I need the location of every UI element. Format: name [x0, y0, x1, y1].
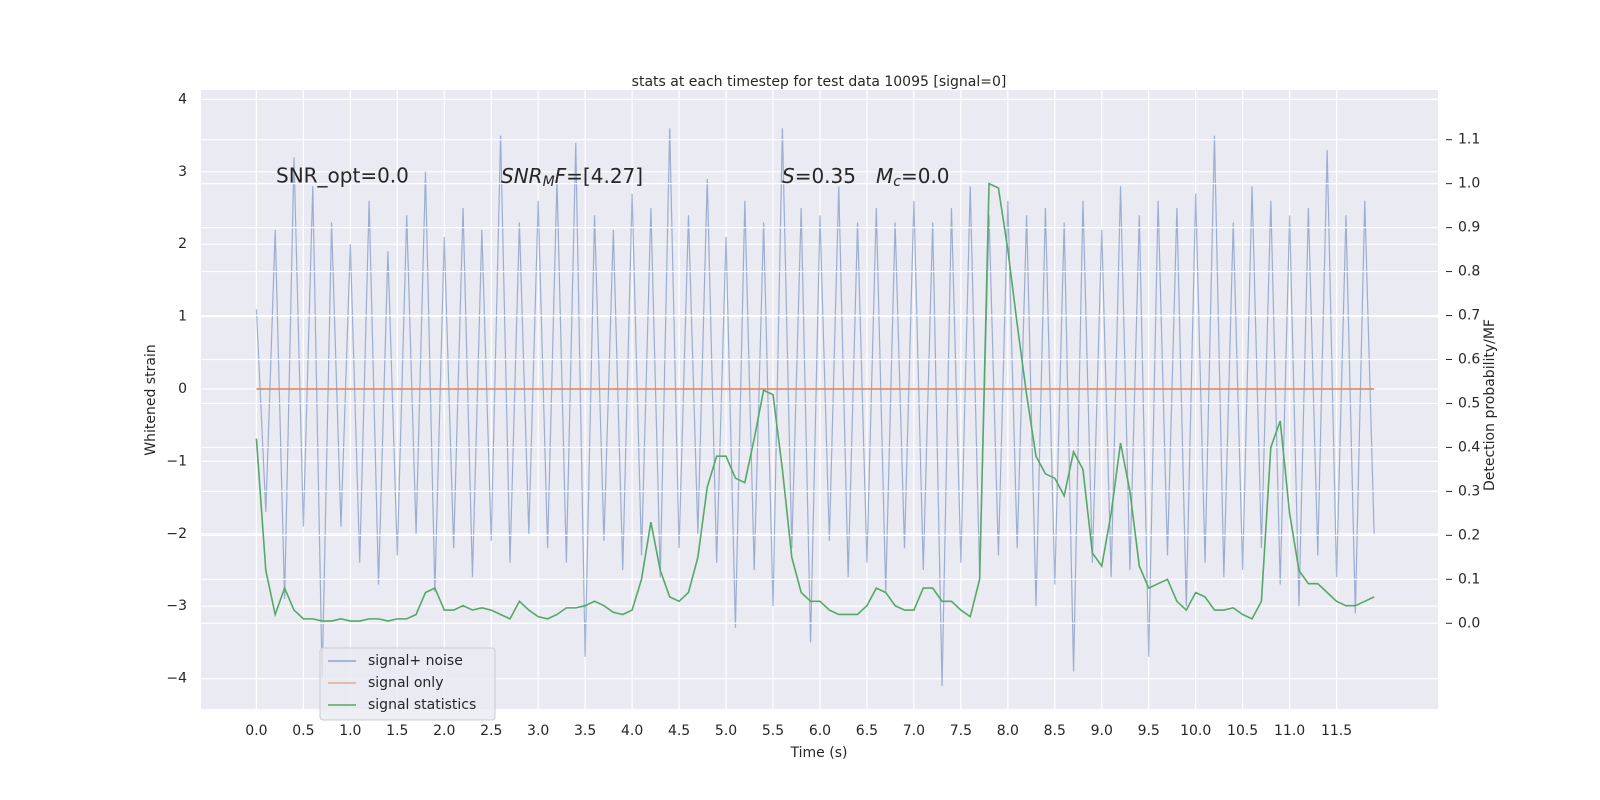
annotation: S=0.35	[782, 164, 856, 188]
y-tick-label: −1	[166, 453, 187, 469]
legend: signal+ noise signal only signal statistic…	[319, 647, 496, 721]
annotation-part: F	[555, 164, 567, 188]
y2-tick-label: 0.8	[1458, 264, 1480, 280]
annotation-part: S	[782, 164, 795, 188]
x-tick-label: 4.5	[668, 723, 690, 739]
x-tick-label: 9.5	[1138, 723, 1160, 739]
annotation: Mc=0.0	[876, 164, 950, 191]
y2-tick-label: 0.6	[1458, 351, 1480, 367]
annotation-part: M	[543, 174, 555, 190]
x-tick-label: 2.0	[433, 723, 455, 739]
annotation: SNRMF=[4.27]	[501, 164, 643, 191]
series-line	[255, 128, 1375, 686]
grid	[201, 90, 1438, 709]
y2-tick-label: 0.4	[1458, 439, 1480, 455]
y-tick-label: 2	[178, 236, 187, 252]
y-tick-label: 4	[178, 91, 187, 107]
legend-box	[319, 647, 496, 721]
x-tick-label: 8.0	[997, 723, 1019, 739]
x-tick-label: 6.5	[856, 723, 878, 739]
x-tick-label: 6.0	[809, 723, 831, 739]
y-axis-label: Whitened strain	[143, 344, 159, 455]
marks	[255, 128, 1375, 686]
y2-tick-label: 0.3	[1458, 483, 1480, 499]
x-tick-label: 7.0	[903, 723, 925, 739]
x-tick-label: 3.5	[574, 723, 596, 739]
y2-axis-label: Detection probability/MF	[1482, 319, 1498, 491]
y-tick-label: −2	[166, 526, 187, 542]
annotation-part: =0.0	[901, 164, 950, 188]
y2-tick-label: 0.5	[1458, 395, 1480, 411]
y2-tick-label: 0.7	[1458, 308, 1480, 324]
y2-tick-label: 0.2	[1458, 527, 1480, 543]
x-tick-label: 1.5	[386, 723, 408, 739]
x-tick-label: 0.5	[292, 723, 314, 739]
x-tick-label: 4.0	[621, 723, 643, 739]
grid-right	[201, 139, 1438, 624]
legend-label: signal+ noise	[368, 653, 463, 669]
annotation-part: =[4.27]	[566, 164, 643, 188]
annotation: SNR_opt=0.0	[276, 164, 409, 188]
x-tick-label: 5.5	[762, 723, 784, 739]
annotation-part: c	[893, 174, 901, 190]
stat-marks	[255, 182, 1375, 622]
legend-label: signal only	[368, 675, 443, 691]
x-tick-label: 10.0	[1180, 723, 1211, 739]
x-tick-label: 8.5	[1044, 723, 1066, 739]
annotation-part: =0.35	[795, 164, 856, 188]
x-tick-label: 10.5	[1227, 723, 1258, 739]
y2-tick-label: 1.0	[1458, 176, 1480, 192]
y-tick-label: 3	[178, 164, 187, 180]
y2-tick-label: 0.0	[1458, 615, 1480, 631]
chart-title: stats at each timestep for test data 100…	[632, 74, 1007, 90]
y-tick-label: −3	[166, 598, 187, 614]
x-tick-label: 7.5	[950, 723, 972, 739]
legend-label: signal statistics	[368, 697, 476, 713]
y-tick-label: −4	[166, 671, 187, 687]
x-tick-label: 11.5	[1321, 723, 1352, 739]
y-tick-label: 0	[178, 381, 187, 397]
series-line	[255, 182, 1375, 622]
annotation-part: M	[876, 164, 893, 188]
x-tick-label: 2.5	[480, 723, 502, 739]
x-tick-label: 11.0	[1274, 723, 1305, 739]
labels: 0.0 0.5 1.0 1.5 2.0 2.5 3.0 3.5 4.0 4.5 5.0 5.5 6.0 6…	[166, 91, 1480, 739]
annotation-part: SNR	[501, 164, 543, 188]
x-tick-label: 1.0	[339, 723, 361, 739]
x-axis-label: Time (s)	[790, 745, 848, 761]
x-tick-label: 9.0	[1091, 723, 1113, 739]
x-tick-label: 0.0	[245, 723, 267, 739]
x-tick-label: 3.0	[527, 723, 549, 739]
y2-tick-label: 0.1	[1458, 571, 1480, 587]
y2-tick-label: 1.1	[1458, 132, 1480, 148]
y-tick-label: 1	[178, 309, 187, 325]
x-tick-label: 5.0	[715, 723, 737, 739]
y2-tick-label: 0.9	[1458, 220, 1480, 236]
